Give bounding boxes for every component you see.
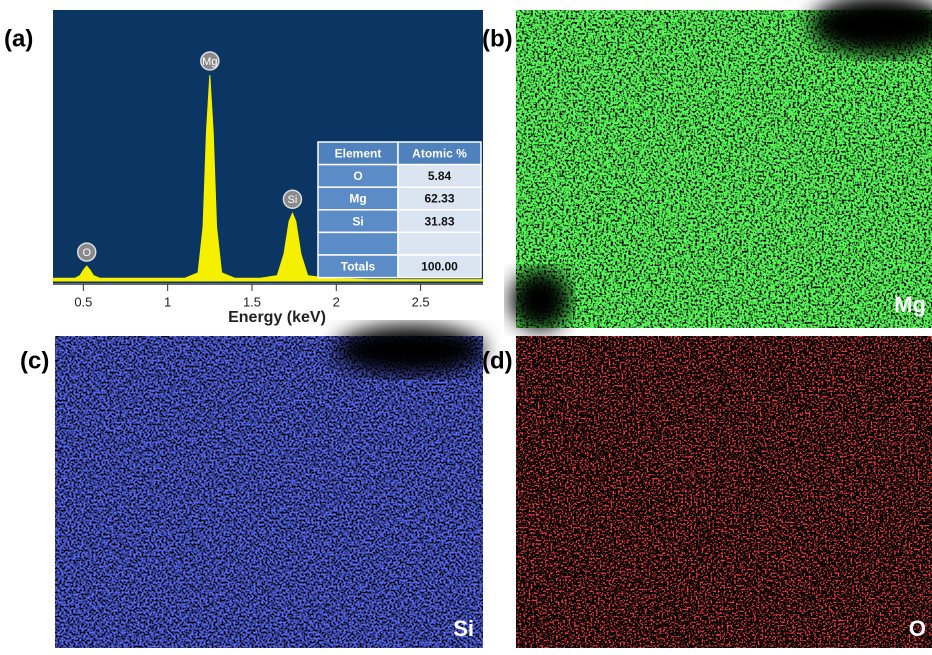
peak-label: O	[82, 247, 91, 259]
map-label: Mg	[894, 292, 926, 317]
table: Element Atomic % O 5.84 Mg 62.33 Si 31.83 Totals…	[318, 142, 481, 278]
x-axis-label: Energy (keV)	[228, 309, 326, 326]
table-value: Si	[352, 214, 363, 228]
x-tick-label: 2.5	[412, 294, 430, 309]
x-tick-label: 1.5	[243, 294, 261, 309]
mg-map	[516, 10, 932, 328]
table-cell	[318, 232, 398, 255]
map-label: O	[909, 616, 926, 641]
x-tick-label: 0.5	[74, 294, 92, 309]
table-value: 100.00	[421, 259, 458, 273]
table-value: Mg	[349, 192, 366, 206]
table-value: 31.83	[424, 214, 454, 228]
dark-patch	[510, 270, 570, 330]
figure: Mg Si O O Mg Si 0.5 1 1.5 2 2.5 Energy (keV) Ele…	[0, 0, 932, 650]
table-header: Element	[335, 146, 382, 160]
dark-patch	[335, 325, 485, 375]
table-value: 62.33	[424, 192, 454, 206]
panel-label: (a)	[4, 25, 33, 52]
si-map	[55, 336, 483, 648]
x-tick-label: 2	[333, 294, 340, 309]
o-map	[516, 336, 932, 648]
table-value: Totals	[341, 259, 376, 273]
map-label: Si	[453, 616, 474, 641]
panel-label: (b)	[482, 25, 513, 52]
x-tick-label: 1	[164, 294, 171, 309]
panel-label: (d)	[482, 347, 513, 374]
peak-label: Mg	[202, 56, 217, 68]
table-value: O	[353, 169, 362, 183]
panel-label: (c)	[20, 347, 49, 374]
table-header: Atomic %	[412, 146, 467, 160]
peak-label: Si	[288, 194, 298, 206]
table-cell	[398, 232, 481, 255]
table-value: 5.84	[428, 169, 452, 183]
